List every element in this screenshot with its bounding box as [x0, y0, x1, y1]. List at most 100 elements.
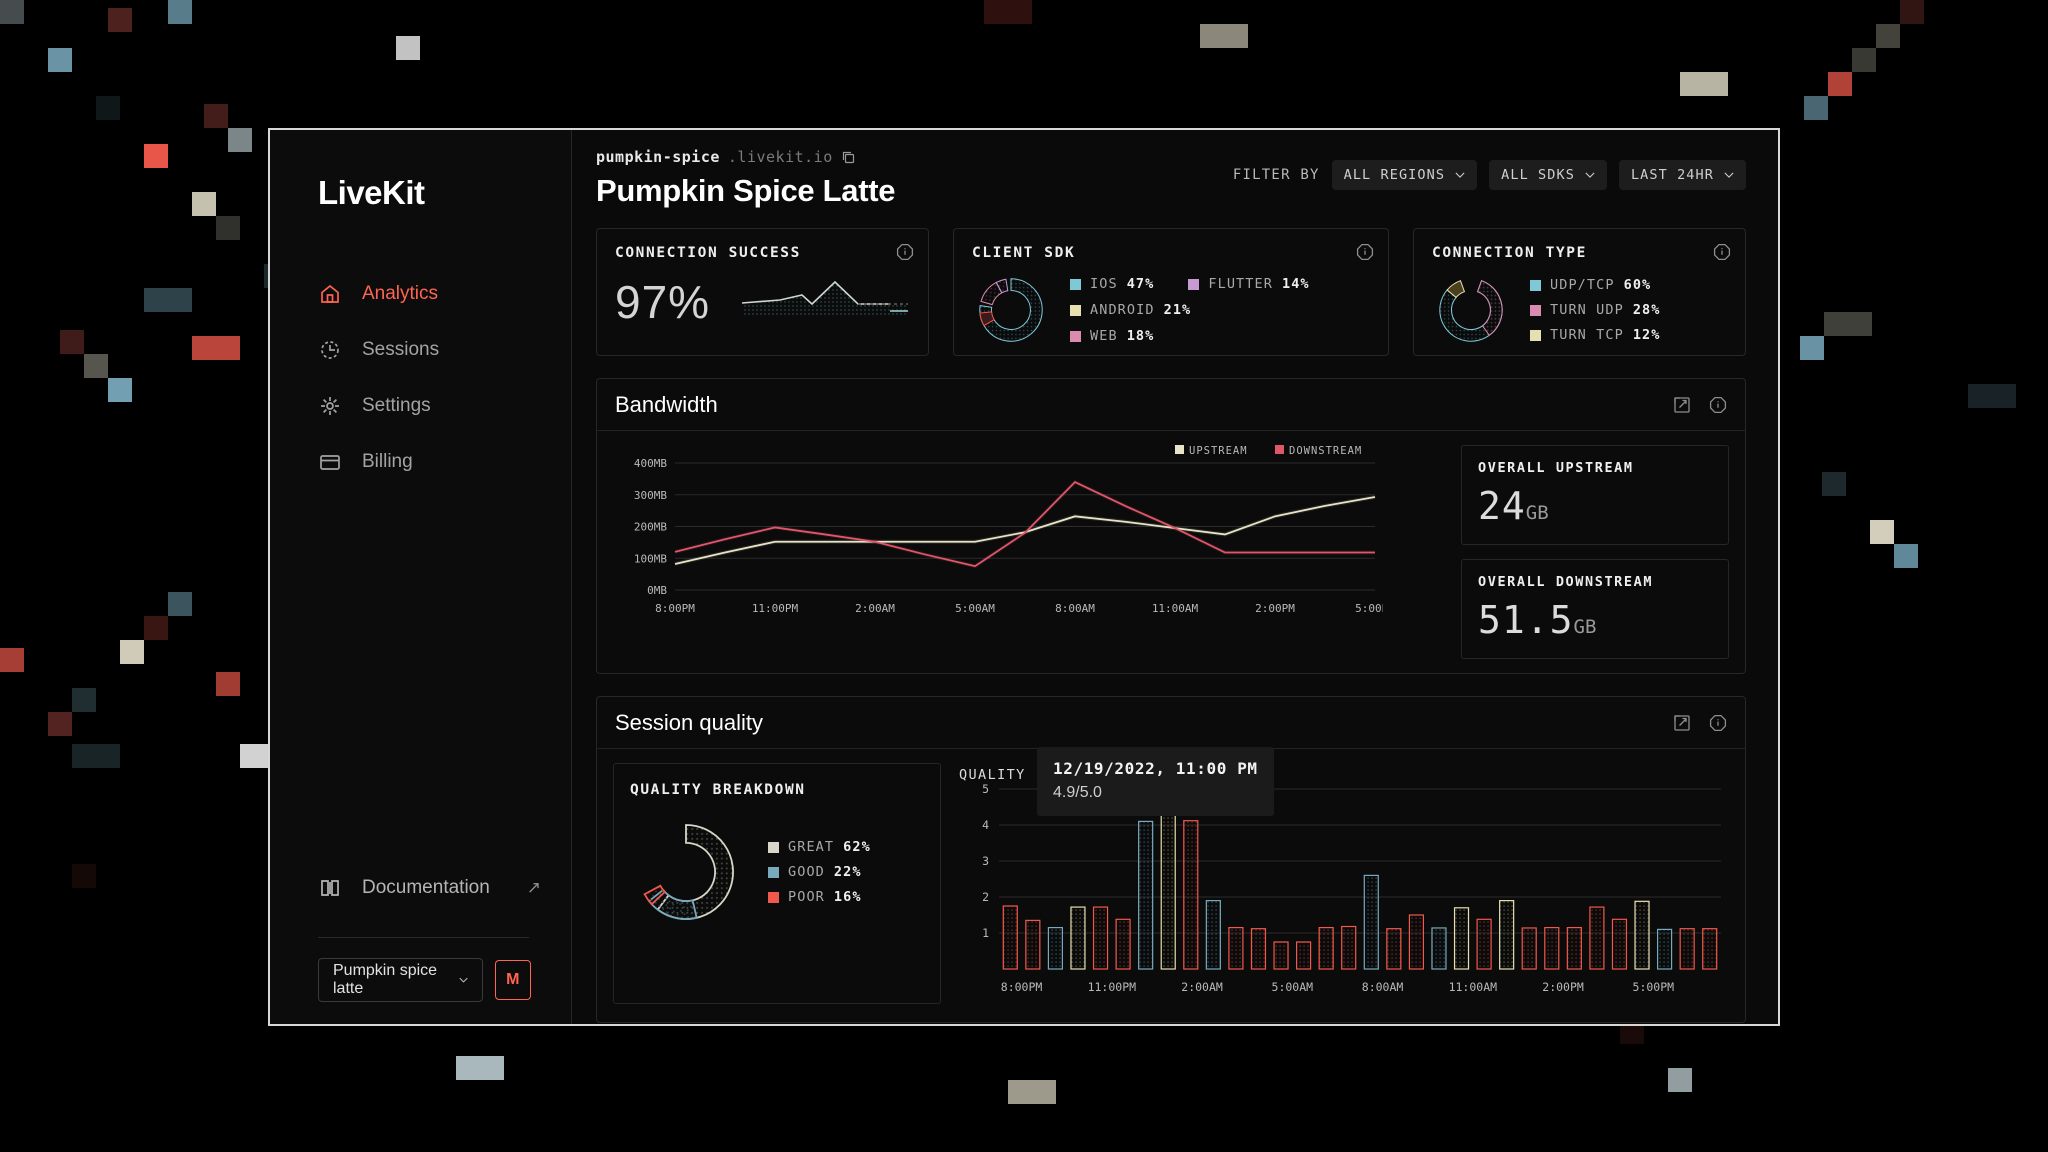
filter-timerange-label: LAST 24HR: [1630, 167, 1714, 183]
clock-icon: [321, 341, 339, 359]
filter-timerange-dropdown[interactable]: LAST 24HR: [1618, 160, 1746, 190]
card-title: CLIENT SDK: [972, 245, 1076, 261]
chevron-down-icon: [1455, 172, 1465, 178]
legend-item: POOR 16%: [768, 889, 871, 905]
legend-item: FLUTTER 14%: [1188, 276, 1309, 292]
info-icon[interactable]: [1709, 714, 1727, 732]
sidebar-item-label: Billing: [362, 451, 413, 472]
quality-breakdown-legend: GREAT 62% GOOD 22% POOR 16: [768, 839, 871, 905]
legend-swatch: [768, 866, 779, 878]
expand-icon[interactable]: [1673, 396, 1691, 414]
legend-label: FLUTTER: [1208, 276, 1273, 292]
expand-icon[interactable]: [1673, 714, 1691, 732]
sidebar-item-sessions[interactable]: Sessions: [270, 322, 571, 378]
sidebar-item-billing[interactable]: Billing: [270, 434, 571, 490]
svg-text:11:00PM: 11:00PM: [752, 602, 799, 615]
info-icon[interactable]: [1713, 243, 1731, 261]
project-url: pumpkin-spice .livekit.io: [596, 148, 895, 166]
connection-success-value: 97%: [615, 276, 711, 328]
legend-swatch: [1070, 330, 1081, 342]
svg-text:400MB: 400MB: [634, 457, 667, 470]
filter-sdks-dropdown[interactable]: ALL SDKS: [1489, 160, 1607, 190]
legend-label: UDP/TCP: [1550, 277, 1615, 293]
legend-label: IOS: [1090, 276, 1118, 292]
panel-actions: [1673, 714, 1727, 732]
svg-text:5:00AM: 5:00AM: [955, 602, 995, 615]
legend-value: 21%: [1163, 302, 1192, 318]
avatar-initial: M: [506, 971, 520, 988]
legend-swatch: [1188, 278, 1200, 290]
legend-value: 14%: [1281, 276, 1310, 292]
legend-value: 60%: [1623, 277, 1652, 293]
svg-text:300MB: 300MB: [634, 489, 667, 502]
legend-value: 16%: [833, 889, 862, 905]
card-title: QUALITY BREAKDOWN: [630, 782, 806, 798]
card-title: CONNECTION SUCCESS: [615, 245, 801, 261]
filter-regions-dropdown[interactable]: ALL REGIONS: [1331, 160, 1478, 190]
logo[interactable]: LiveKit: [270, 158, 571, 244]
legend-item: IOS 47%: [1070, 276, 1154, 292]
panel-actions: [1673, 396, 1727, 414]
legend-item: UDP/TCP 60%: [1530, 277, 1661, 293]
stat-unit: GB: [1525, 502, 1549, 524]
legend-label: POOR: [788, 889, 825, 905]
legend-item: WEB 18%: [1070, 328, 1154, 344]
legend-value: 22%: [833, 864, 862, 880]
header-left: pumpkin-spice .livekit.io Pumpkin Spice L…: [596, 148, 896, 209]
session-quality-chart-container: QUALITY 12/19/2022, 11:00 PM 4.9/5.0 1 2 3…: [959, 747, 1729, 1004]
client-sdk-body: IOS 47% FLUTTER 14% ANDROID 21%: [972, 271, 1370, 349]
sidebar-item-label: Analytics: [362, 283, 439, 304]
legend-item: TURN UDP 28%: [1530, 302, 1661, 318]
sidebar-divider: [318, 937, 529, 938]
chart-tooltip: 12/19/2022, 11:00 PM 4.9/5.0: [1037, 747, 1274, 816]
svg-text:UPSTREAM: UPSTREAM: [1189, 445, 1248, 457]
panel-title: Bandwidth: [615, 391, 718, 417]
sidebar-nav: Analytics Sessions Settings Billi: [270, 266, 571, 490]
bandwidth-side-stats: OVERALL UPSTREAM 24GB OVERALL DOWNSTREAM…: [1461, 445, 1729, 659]
svg-text:3: 3: [982, 854, 989, 868]
panel-bandwidth: Bandwidth 0MB 100MB 200MB 300MB 400MB UPSTREA…: [596, 378, 1746, 674]
legend-swatch: [1530, 329, 1541, 341]
book-icon: [321, 880, 339, 896]
documentation-label: Documentation: [362, 877, 490, 898]
sidebar-item-analytics[interactable]: Analytics: [270, 266, 571, 322]
summary-cards-row: CONNECTION SUCCESS 97%: [596, 228, 1746, 356]
legend-swatch: [768, 891, 779, 903]
project-url-subdomain: pumpkin-spice: [596, 148, 720, 166]
legend-value: 12%: [1632, 327, 1661, 343]
legend-label: WEB: [1090, 328, 1118, 344]
project-select[interactable]: Pumpkin spice latte: [318, 958, 483, 1002]
sidebar-spacer: [270, 490, 571, 861]
sidebar-item-documentation[interactable]: Documentation ↗: [270, 861, 571, 915]
legend-label: ANDROID: [1090, 302, 1155, 318]
tooltip-title: 12/19/2022, 11:00 PM: [1053, 759, 1258, 778]
stat-value: 24: [1478, 484, 1526, 528]
project-switcher-row: Pumpkin spice latte M: [270, 958, 571, 1002]
page-header: pumpkin-spice .livekit.io Pumpkin Spice L…: [596, 148, 1746, 224]
svg-text:8:00PM: 8:00PM: [655, 602, 695, 615]
legend-item: ANDROID 21%: [1070, 302, 1191, 318]
legend-item: GREAT 62%: [768, 839, 871, 855]
filter-sdks-label: ALL SDKS: [1501, 167, 1575, 183]
info-icon[interactable]: [1356, 243, 1374, 261]
asterisk-gear-icon: [321, 397, 339, 415]
panel-header: Bandwidth: [597, 379, 1745, 431]
connection-success-body: 97%: [615, 261, 910, 329]
filter-by-label: FILTER BY: [1232, 167, 1320, 183]
avatar[interactable]: M: [494, 960, 531, 1000]
sidebar-item-settings[interactable]: Settings: [270, 378, 571, 434]
legend-item: GOOD 22%: [768, 864, 871, 880]
client-sdk-donut-chart: [979, 278, 1043, 342]
copy-icon[interactable]: [841, 150, 855, 164]
stat-unit: GB: [1573, 616, 1597, 638]
info-icon[interactable]: [1709, 396, 1727, 414]
svg-text:8:00PM: 8:00PM: [1001, 980, 1043, 994]
svg-text:DOWNSTREAM: DOWNSTREAM: [1289, 445, 1362, 457]
panel-title: Session quality: [615, 709, 763, 735]
sparkline-chart: [741, 280, 908, 317]
external-link-icon: ↗: [526, 878, 541, 897]
chevron-down-icon: [1585, 172, 1595, 178]
svg-text:2:00PM: 2:00PM: [1255, 602, 1295, 615]
project-url-domain: .livekit.io: [727, 148, 833, 166]
info-icon[interactable]: [896, 243, 914, 261]
